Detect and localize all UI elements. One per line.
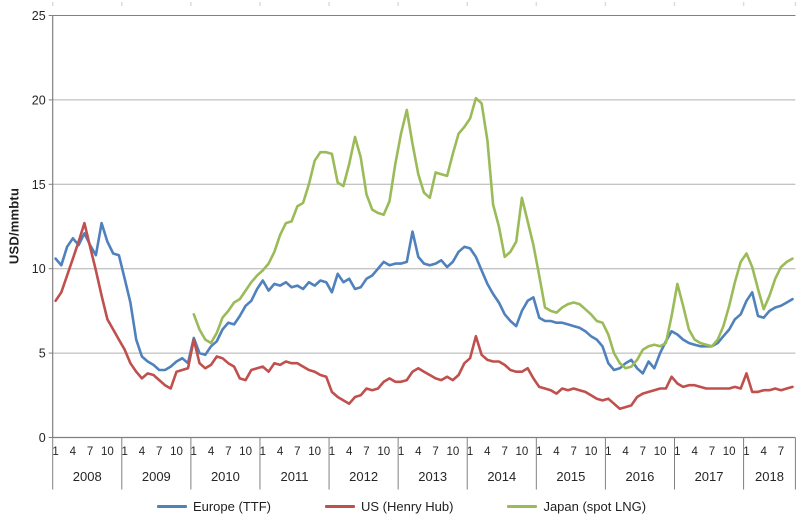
y-tick-label: 15: [32, 178, 46, 192]
x-month-label: 1: [52, 446, 58, 458]
y-tick-label: 25: [32, 9, 46, 23]
series-line-europe-ttf: [54, 221, 794, 375]
x-month-label: 1: [121, 446, 127, 458]
x-year-label: 2014: [487, 469, 516, 484]
legend-item-us-henry-hub: US (Henry Hub): [324, 499, 454, 514]
legend-item-europe-ttf: Europe (TTF): [156, 499, 271, 514]
x-year-label: 2012: [349, 469, 378, 484]
x-month-label: 4: [691, 446, 698, 458]
x-month-label: 1: [743, 446, 749, 458]
x-month-label: 1: [605, 446, 611, 458]
y-tick-label: 0: [39, 431, 46, 445]
x-month-label: 10: [516, 446, 529, 458]
legend: Europe (TTF) US (Henry Hub) Japan (spot …: [0, 499, 803, 514]
x-month-label: 4: [415, 446, 422, 458]
legend-label-us-henry-hub: US (Henry Hub): [360, 499, 454, 514]
x-year-label: 2017: [695, 469, 724, 484]
x-year-label: 2008: [73, 469, 102, 484]
x-month-label: 7: [709, 446, 715, 458]
x-month-label: 7: [156, 446, 162, 458]
x-month-label: 7: [432, 446, 438, 458]
x-month-label: 1: [191, 446, 197, 458]
x-year-label: 2011: [281, 469, 309, 484]
x-month-label: 7: [87, 446, 93, 458]
legend-label-europe-ttf: Europe (TTF): [192, 499, 271, 514]
x-year-label: 2010: [211, 469, 240, 484]
y-axis-title: USD/mmbtu: [6, 187, 22, 265]
x-month-label: 1: [674, 446, 680, 458]
x-month-label: 1: [536, 446, 542, 458]
x-month-label: 1: [398, 446, 404, 458]
x-month-label: 1: [329, 446, 335, 458]
x-month-label: 4: [553, 446, 560, 458]
y-tick-label: 20: [32, 93, 46, 107]
x-year-label: 2015: [556, 469, 585, 484]
x-year-label: 2013: [418, 469, 447, 484]
x-month-label: 7: [571, 446, 577, 458]
x-month-label: 4: [70, 446, 77, 458]
legend-item-japan-spot-lng: Japan (spot LNG): [507, 499, 646, 514]
x-month-label: 10: [308, 446, 321, 458]
x-month-label: 1: [467, 446, 473, 458]
x-month-label: 4: [484, 446, 491, 458]
x-month-label: 10: [377, 446, 390, 458]
x-month-label: 7: [640, 446, 646, 458]
x-month-label: 7: [778, 446, 784, 458]
x-month-label: 4: [277, 446, 284, 458]
legend-swatch-japan-spot-lng: [507, 505, 538, 508]
x-month-label: 10: [654, 446, 667, 458]
legend-swatch-us-henry-hub: [324, 505, 355, 508]
x-month-label: 4: [139, 446, 146, 458]
x-month-label: 7: [501, 446, 507, 458]
x-month-label: 10: [446, 446, 459, 458]
legend-swatch-europe-ttf: [156, 505, 187, 508]
x-month-label: 7: [225, 446, 231, 458]
series-line-us-henry-hub: [54, 221, 794, 411]
x-month-label: 10: [101, 446, 114, 458]
series-line-japan-spot-lng: [192, 96, 794, 370]
x-year-label: 2018: [755, 469, 784, 484]
x-month-label: 10: [170, 446, 183, 458]
legend-label-japan-spot-lng: Japan (spot LNG): [543, 499, 647, 514]
x-month-label: 10: [585, 446, 598, 458]
x-month-label: 4: [622, 446, 629, 458]
x-year-label: 2009: [142, 469, 171, 484]
x-month-label: 7: [294, 446, 300, 458]
x-month-label: 10: [723, 446, 736, 458]
y-tick-label: 5: [39, 347, 46, 361]
x-month-label: 10: [239, 446, 252, 458]
y-tick-label: 10: [32, 262, 46, 276]
x-month-label: 4: [761, 446, 768, 458]
x-year-label: 2016: [625, 469, 654, 484]
x-month-label: 4: [346, 446, 353, 458]
x-month-label: 4: [208, 446, 215, 458]
x-month-label: 7: [363, 446, 369, 458]
x-month-label: 1: [260, 446, 266, 458]
